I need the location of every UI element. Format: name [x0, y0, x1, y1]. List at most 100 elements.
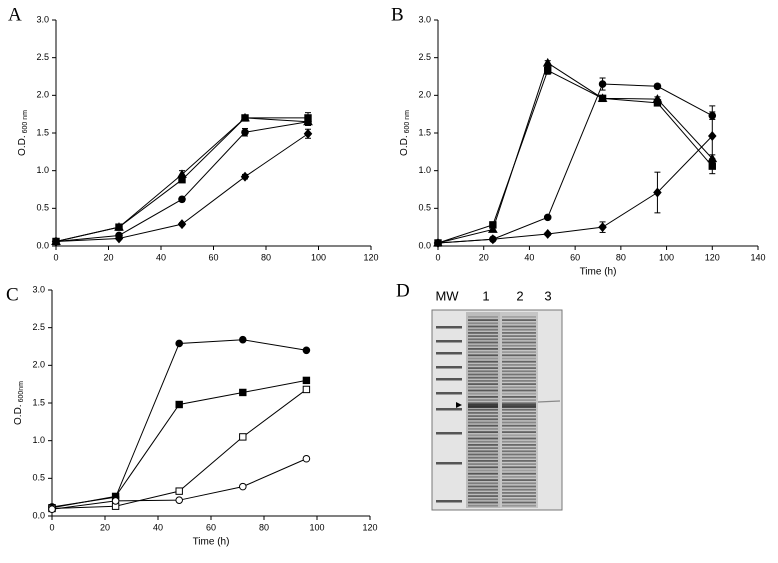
- gel-band: [502, 404, 536, 408]
- x-tick-label: 100: [311, 252, 326, 262]
- marker: [239, 482, 247, 491]
- gel-band: [468, 415, 498, 417]
- gel-band: [468, 316, 498, 318]
- gel-band: [468, 335, 498, 337]
- gel-band: [468, 453, 498, 456]
- gel-band: [468, 332, 498, 334]
- gel-band: [468, 492, 498, 494]
- gel-band: [468, 404, 498, 408]
- gel-band: [502, 504, 536, 507]
- x-tick-label: 120: [363, 252, 378, 262]
- y-tick-label: 3.0: [32, 284, 45, 294]
- gel-band: [468, 392, 498, 395]
- gel-band: [468, 322, 498, 325]
- gel-band: [468, 380, 498, 382]
- gel-band: [502, 492, 536, 494]
- gel-band: [502, 431, 536, 433]
- y-axis-label: O.D.600nm: [13, 381, 25, 425]
- gel-band: [468, 495, 498, 497]
- panel-label: A: [8, 4, 22, 25]
- gel-band: [436, 462, 462, 465]
- gel-band: [502, 453, 536, 456]
- marker: [241, 114, 249, 122]
- gel-band: [502, 456, 536, 459]
- gel-band: [502, 341, 536, 344]
- y-tick-label: 2.5: [418, 52, 431, 62]
- marker: [543, 228, 552, 239]
- gel-band: [436, 408, 462, 411]
- gel-band: [468, 412, 498, 414]
- marker: [708, 131, 717, 141]
- x-tick-label: 100: [309, 522, 324, 532]
- x-tick-label: 40: [156, 252, 166, 262]
- gel-band: [436, 432, 462, 435]
- gel-band: [468, 357, 498, 360]
- gel-band: [468, 460, 498, 462]
- x-tick-label: 100: [659, 252, 674, 262]
- gel-band: [468, 450, 498, 453]
- gel-band: [468, 488, 498, 491]
- gel-band: [502, 322, 536, 325]
- gel-band: [502, 383, 536, 385]
- marker: [302, 346, 311, 355]
- gel-band: [502, 386, 536, 389]
- gel-band: [502, 357, 536, 360]
- y-axis-label: O.D.600 nm: [17, 110, 29, 156]
- gel-band: [502, 424, 536, 427]
- marker: [115, 223, 123, 231]
- gel-band: [502, 338, 536, 341]
- gel-band: [468, 431, 498, 433]
- gel-band: [468, 456, 498, 459]
- gel-band: [468, 469, 498, 472]
- gel-band: [502, 469, 536, 472]
- gel-band: [468, 399, 498, 401]
- gel-band: [502, 482, 536, 485]
- gel-band: [468, 408, 498, 411]
- marker: [175, 487, 183, 495]
- gel-band: [502, 495, 536, 497]
- y-tick-label: 1.5: [418, 127, 431, 137]
- gel-band: [468, 444, 498, 446]
- gel-band: [468, 434, 498, 437]
- x-tick-label: 20: [100, 522, 110, 532]
- marker: [542, 57, 553, 67]
- x-axis-label: Time (h): [580, 267, 617, 278]
- marker: [239, 335, 247, 344]
- gel-band: [468, 344, 498, 347]
- marker: [653, 82, 662, 91]
- gel-band: [468, 396, 498, 398]
- gel-band: [436, 366, 462, 369]
- lane-label: MW: [435, 288, 459, 303]
- gel-band: [502, 332, 536, 334]
- gel-band: [468, 498, 498, 501]
- gel-band: [468, 373, 498, 376]
- x-tick-label: 80: [259, 522, 269, 532]
- gel-band: [436, 378, 462, 381]
- gel-band: [502, 328, 536, 331]
- gel-band: [468, 325, 498, 328]
- series-line: [437, 135, 713, 244]
- y-tick-label: 2.0: [418, 90, 431, 100]
- gel-band: [502, 367, 536, 369]
- gel-band: [502, 360, 536, 363]
- y-tick-label: 3.0: [418, 14, 431, 24]
- gel-band: [468, 341, 498, 344]
- panel-label: B: [391, 4, 404, 25]
- gel-band: [502, 444, 536, 446]
- series-line: [437, 62, 713, 244]
- y-axis-label-sub: 600 nm: [22, 110, 29, 134]
- marker: [652, 94, 663, 103]
- gel-band: [468, 437, 498, 440]
- marker: [114, 233, 124, 244]
- y-axis-label-sub: 600 nm: [404, 110, 411, 134]
- gel-band: [468, 479, 498, 481]
- gel-band: [502, 412, 536, 414]
- gel-band: [502, 485, 536, 488]
- gel-band: [502, 466, 536, 469]
- y-tick-label: 1.5: [32, 397, 45, 407]
- gel-band: [468, 338, 498, 341]
- gel-band: [436, 500, 462, 503]
- gel-band: [468, 351, 498, 353]
- gel-band: [468, 348, 498, 350]
